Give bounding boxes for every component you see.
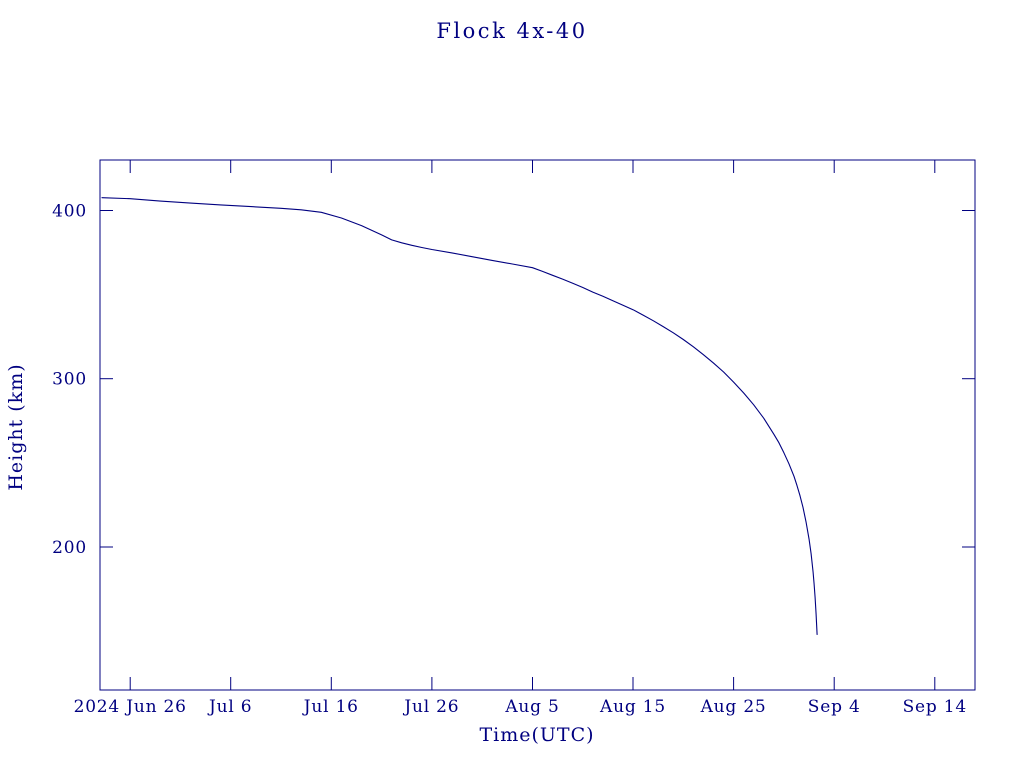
plot-frame [99,159,976,691]
axis-ticks [100,160,975,690]
y-tick-label: 300 [52,370,87,390]
height-curve [101,197,818,636]
x-tick-label: Jul 6 [207,697,252,717]
x-tick-label: Jul 26 [402,697,459,717]
axis-tick-labels: 2024 Jun 26 Jul 6 Jul 16 Jul 26 Aug 5 Aug 15 A… [52,202,967,718]
x-tick-label: Aug 15 [599,697,666,717]
chart-title: Flock 4x-40 [436,19,587,43]
x-tick-label: Aug 25 [700,697,767,717]
x-axis-label: Time(UTC) [479,724,594,746]
y-tick-label: 200 [52,538,87,558]
x-tick-label: Sep 14 [903,697,967,717]
x-tick-label: Sep 4 [808,697,861,717]
y-tick-label: 400 [52,202,87,222]
x-tick-label: 2024 Jun 26 [74,697,187,717]
x-tick-label: Aug 5 [504,697,559,717]
y-axis-label: Height (km) [5,363,27,490]
x-tick-label: Jul 16 [302,697,359,717]
